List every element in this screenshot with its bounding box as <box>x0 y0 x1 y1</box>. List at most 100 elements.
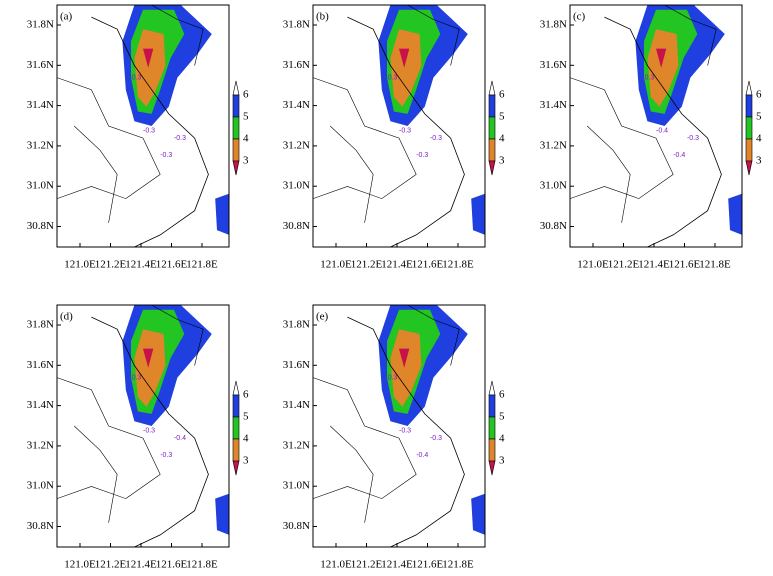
map-panel: -0.3 -0.3 -0.3 -0.4 (e) 31.8N 31.6N 31.4N 31.2N 3… <box>283 304 505 571</box>
colorbar-segment <box>488 138 496 162</box>
x-tick-label: 121.4E <box>125 559 157 571</box>
colorbar-cap <box>745 160 753 176</box>
colorbar-segment <box>232 116 240 140</box>
plot-frame <box>312 4 486 248</box>
colorbar-cap <box>232 380 240 396</box>
y-tick-label: 30.8N <box>540 220 567 232</box>
boundary <box>73 125 118 223</box>
y-tick-label: 31.4N <box>27 99 54 111</box>
plot-frame <box>56 304 230 548</box>
colorbar-tick-label: 6 <box>756 89 762 101</box>
x-tick-label: 121.6E <box>669 259 701 271</box>
contour-fill <box>134 329 166 407</box>
y-tick-label: 31.6N <box>27 59 54 71</box>
y-tick-label: 31.0N <box>27 180 54 192</box>
colorbar-cap <box>232 460 240 476</box>
colorbar-tick-label: 4 <box>243 433 249 445</box>
colorbar-tick-label: 5 <box>243 411 249 423</box>
contour-fill <box>143 48 154 68</box>
x-tick-label: 121.2E <box>95 559 127 571</box>
colorbar-cap <box>488 80 496 96</box>
colorbar-tick-label: 4 <box>243 133 249 145</box>
x-tick-label: 121.6E <box>156 559 188 571</box>
y-tick-label: 31.6N <box>540 59 567 71</box>
y-tick-label: 31.8N <box>283 319 310 331</box>
contour-label: -0.3 <box>399 128 411 135</box>
colorbar-tick-label: 3 <box>243 455 249 467</box>
y-tick-label: 30.8N <box>283 220 310 232</box>
colorbar-segment <box>745 138 753 162</box>
y-tick-label: 31.6N <box>283 359 310 371</box>
boundary <box>151 304 204 366</box>
coastline <box>91 16 209 248</box>
contour-fill <box>134 29 166 107</box>
colorbar-cap <box>232 160 240 176</box>
boundary <box>329 425 374 523</box>
contour-label: -0.3 <box>129 374 141 381</box>
colorbar-cap <box>488 460 496 476</box>
x-tick-label: 121.4E <box>381 259 413 271</box>
plot-frame <box>56 4 230 248</box>
boundary <box>312 377 417 499</box>
y-tick-label: 31.4N <box>283 99 310 111</box>
colorbar-cap <box>745 80 753 96</box>
y-tick-label: 31.8N <box>27 319 54 331</box>
contour-label: -0.3 <box>385 74 397 81</box>
colorbar-tick-label: 3 <box>243 155 249 167</box>
x-tick-label: 121.0E <box>320 259 352 271</box>
colorbar-tick-label: 5 <box>499 111 505 123</box>
y-tick-label: 31.4N <box>27 399 54 411</box>
y-tick-label: 31.6N <box>283 59 310 71</box>
x-tick-label: 121.4E <box>125 259 157 271</box>
contour-label: -0.3 <box>430 435 442 442</box>
boundary <box>312 77 417 199</box>
y-tick-label: 31.2N <box>283 439 310 451</box>
contour-fill <box>656 48 667 68</box>
contour-label: -0.3 <box>430 135 442 142</box>
contour-fill <box>215 493 229 535</box>
contour-label: -0.3 <box>385 374 397 381</box>
y-tick-label: 31.2N <box>27 139 54 151</box>
contour-label: -0.4 <box>416 452 428 459</box>
colorbar-tick-label: 5 <box>243 111 249 123</box>
colorbar-segment <box>488 416 496 440</box>
x-tick-label: 121.2E <box>608 259 640 271</box>
y-tick-label: 31.2N <box>27 439 54 451</box>
y-tick-label: 31.4N <box>540 99 567 111</box>
contour-label: -0.3 <box>143 128 155 135</box>
colorbar-tick-label: 5 <box>756 111 762 123</box>
y-tick-label: 31.8N <box>27 19 54 31</box>
colorbar-tick-label: 6 <box>499 389 505 401</box>
x-tick-label: 121.0E <box>64 559 96 571</box>
x-tick-label: 121.6E <box>156 259 188 271</box>
colorbar-segment <box>488 394 496 418</box>
x-tick-label: 121.8E <box>186 559 218 571</box>
boundary <box>586 125 631 223</box>
boundary <box>73 425 118 523</box>
y-tick-label: 30.8N <box>27 520 54 532</box>
colorbar-tick-label: 3 <box>499 155 505 167</box>
y-tick-label: 30.8N <box>283 520 310 532</box>
colorbar-segment <box>745 116 753 140</box>
colorbar-tick-label: 3 <box>499 455 505 467</box>
boundary <box>151 4 204 66</box>
boundary <box>56 77 161 199</box>
contour-fill <box>471 193 485 235</box>
y-tick-label: 31.8N <box>283 19 310 31</box>
colorbar-segment <box>232 394 240 418</box>
contour-label: -0.3 <box>399 428 411 435</box>
colorbar-tick-label: 4 <box>499 133 505 145</box>
y-tick-label: 31.2N <box>283 139 310 151</box>
panel-label: (a) <box>60 11 73 23</box>
x-tick-label: 121.8E <box>442 259 474 271</box>
contour-fill <box>471 493 485 535</box>
colorbar-tick-label: 4 <box>756 133 762 145</box>
panel-label: (d) <box>60 311 73 323</box>
coastline <box>347 16 465 248</box>
boundary <box>329 125 374 223</box>
colorbar-tick-label: 6 <box>243 89 249 101</box>
panel-label: (c) <box>573 11 586 23</box>
contour-label: -0.4 <box>656 128 668 135</box>
y-tick-label: 31.6N <box>27 359 54 371</box>
colorbar-tick-label: 4 <box>499 433 505 445</box>
